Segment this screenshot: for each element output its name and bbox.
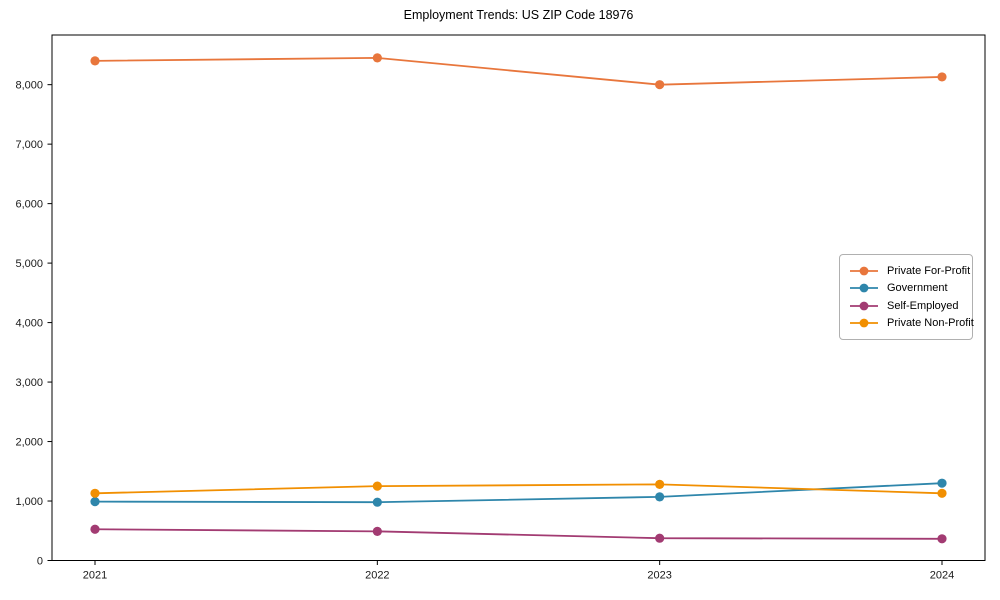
y-tick-label: 2,000	[15, 436, 43, 448]
data-point	[655, 492, 665, 502]
x-tick-label: 2023	[647, 570, 671, 582]
x-tick-label: 2022	[365, 570, 389, 582]
data-point	[937, 488, 947, 498]
data-point	[90, 524, 100, 534]
data-point	[90, 56, 100, 66]
legend-item: Private Non-Profit	[849, 315, 974, 333]
data-point	[655, 479, 665, 489]
y-tick-label: 0	[37, 555, 43, 567]
series-line	[94, 482, 943, 504]
legend-label: Self-Employed	[887, 299, 959, 312]
series-line	[94, 483, 943, 495]
y-tick-label: 4,000	[15, 317, 43, 329]
legend-item: Private For-Profit	[849, 262, 970, 280]
data-point	[372, 481, 382, 491]
series-line	[94, 56, 943, 86]
data-point	[655, 80, 665, 90]
y-tick-label: 5,000	[15, 258, 43, 270]
data-point	[372, 526, 382, 536]
data-point	[90, 488, 100, 498]
plot-border	[51, 34, 986, 561]
y-tick-label: 8,000	[15, 79, 43, 91]
chart-title: Employment Trends: US ZIP Code 18976	[403, 8, 634, 22]
legend-marker-icon	[850, 283, 878, 293]
y-tick-label: 6,000	[15, 198, 43, 210]
data-point	[90, 497, 100, 507]
data-point	[937, 534, 947, 544]
data-point	[937, 72, 947, 82]
series-line	[94, 528, 943, 540]
x-tick-label: 2021	[83, 570, 107, 582]
data-point	[655, 533, 665, 543]
y-tick-label: 3,000	[15, 377, 43, 389]
legend-label: Private For-Profit	[887, 264, 971, 277]
data-point	[372, 497, 382, 507]
data-point	[372, 53, 382, 63]
legend-item: Government	[849, 280, 963, 298]
legend-label: Private Non-Profit	[887, 317, 974, 330]
legend-item: Self-Employed	[849, 297, 963, 315]
y-tick-label: 7,000	[15, 139, 43, 151]
data-point	[937, 478, 947, 488]
y-tick-label: 1,000	[15, 496, 43, 508]
legend-marker-icon	[850, 301, 878, 311]
legend-label: Government	[887, 282, 948, 295]
legend: Private For-Profit Government Self-Employe…	[839, 254, 974, 340]
legend-marker-icon	[850, 318, 878, 328]
x-tick-label: 2024	[930, 570, 954, 582]
legend-marker-icon	[850, 266, 878, 276]
